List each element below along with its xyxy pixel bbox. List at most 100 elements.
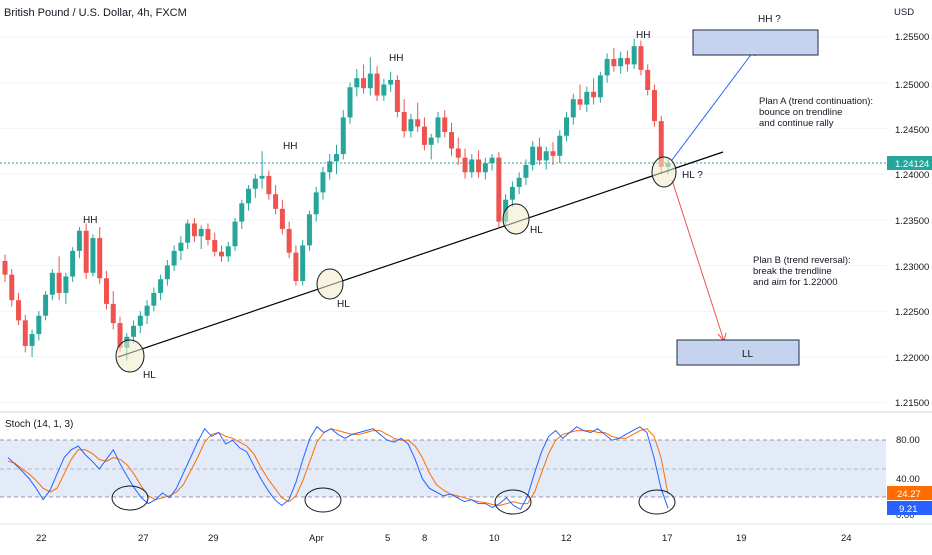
candle-down[interactable]	[449, 132, 455, 149]
candle-up[interactable]	[320, 172, 326, 193]
hh-target-box[interactable]	[692, 29, 819, 56]
candle-down[interactable]	[394, 79, 400, 112]
candle-up[interactable]	[340, 117, 346, 154]
candle-down[interactable]	[286, 228, 292, 253]
candle-up[interactable]	[144, 305, 150, 316]
candle-up[interactable]	[246, 188, 252, 204]
candle-down[interactable]	[462, 157, 468, 173]
candle-up[interactable]	[381, 84, 387, 96]
candle-down[interactable]	[212, 239, 218, 252]
candle-down[interactable]	[9, 274, 15, 301]
candle-down[interactable]	[591, 91, 597, 98]
candle-down[interactable]	[651, 90, 657, 122]
candle-down[interactable]	[442, 117, 448, 133]
candle-up[interactable]	[306, 214, 312, 246]
candle-up[interactable]	[604, 58, 610, 76]
candle-up[interactable]	[137, 315, 143, 326]
candle-up[interactable]	[347, 87, 353, 118]
candle-down[interactable]	[476, 159, 482, 173]
candle-up[interactable]	[564, 117, 570, 136]
price-axis[interactable]: USD 1.25500 1.25000 1.24500 1.24000 1.23…	[894, 7, 929, 409]
stoch-marker-2[interactable]	[304, 487, 342, 513]
candle-down[interactable]	[550, 151, 556, 156]
candle-down[interactable]	[577, 99, 583, 105]
candle-down[interactable]	[273, 194, 279, 209]
candle-up[interactable]	[584, 91, 590, 105]
candle-down[interactable]	[205, 228, 211, 240]
candle-up[interactable]	[469, 159, 475, 173]
candle-down[interactable]	[279, 208, 285, 229]
candle-up[interactable]	[570, 99, 576, 118]
candle-up[interactable]	[151, 292, 157, 306]
candles-layer[interactable]	[2, 38, 671, 361]
candle-up[interactable]	[530, 146, 536, 165]
candle-up[interactable]	[63, 276, 69, 293]
hl2-marker[interactable]	[316, 268, 344, 300]
candle-down[interactable]	[117, 323, 123, 348]
candle-up[interactable]	[36, 315, 42, 335]
candle-up[interactable]	[388, 79, 394, 85]
candle-up[interactable]	[259, 175, 265, 179]
candle-up[interactable]	[225, 246, 231, 257]
candle-up[interactable]	[428, 137, 434, 145]
candle-down[interactable]	[401, 111, 407, 132]
candle-down[interactable]	[191, 223, 197, 237]
candle-down[interactable]	[266, 175, 272, 195]
candle-down[interactable]	[361, 78, 367, 89]
candle-down[interactable]	[645, 69, 651, 91]
stoch-marker-1[interactable]	[111, 485, 149, 511]
candle-down[interactable]	[2, 260, 8, 275]
candle-up[interactable]	[408, 119, 414, 132]
candle-up[interactable]	[158, 279, 164, 293]
candle-up[interactable]	[597, 75, 603, 98]
candle-down[interactable]	[97, 238, 103, 279]
candle-up[interactable]	[313, 192, 319, 215]
candle-up[interactable]	[543, 151, 549, 161]
candle-down[interactable]	[455, 148, 461, 158]
stoch-marker-3[interactable]	[494, 489, 532, 515]
candle-up[interactable]	[354, 78, 360, 88]
candle-up[interactable]	[131, 325, 137, 337]
candle-down[interactable]	[638, 46, 644, 70]
candle-down[interactable]	[421, 126, 427, 145]
candle-down[interactable]	[103, 278, 109, 304]
plan-a-arrow[interactable]	[671, 47, 757, 161]
stoch-k-line[interactable]	[7, 426, 669, 510]
hl-future-marker[interactable]	[651, 156, 677, 188]
candle-down[interactable]	[110, 303, 116, 324]
candle-up[interactable]	[90, 238, 96, 273]
candle-up[interactable]	[367, 73, 373, 89]
candle-up[interactable]	[232, 221, 238, 247]
candle-up[interactable]	[482, 163, 488, 173]
candle-down[interactable]	[293, 252, 299, 282]
candle-down[interactable]	[496, 157, 502, 222]
candle-up[interactable]	[171, 250, 177, 266]
candle-down[interactable]	[83, 230, 89, 273]
candle-up[interactable]	[252, 178, 258, 189]
candle-down[interactable]	[624, 58, 630, 65]
candle-down[interactable]	[374, 73, 380, 96]
candle-down[interactable]	[16, 300, 22, 321]
candle-up[interactable]	[239, 203, 245, 222]
candle-up[interactable]	[523, 164, 529, 178]
candle-up[interactable]	[516, 177, 522, 187]
candle-down[interactable]	[611, 58, 617, 67]
candle-up[interactable]	[509, 186, 515, 200]
candle-down[interactable]	[536, 146, 542, 161]
candle-up[interactable]	[29, 334, 35, 346]
candle-down[interactable]	[56, 272, 62, 293]
candle-up[interactable]	[300, 245, 306, 282]
candle-up[interactable]	[327, 161, 333, 173]
candle-up[interactable]	[164, 265, 170, 280]
candle-up[interactable]	[43, 294, 49, 316]
candle-up[interactable]	[631, 46, 637, 65]
candle-up[interactable]	[618, 58, 624, 67]
candle-up[interactable]	[198, 228, 204, 237]
candle-up[interactable]	[489, 157, 495, 164]
candle-down[interactable]	[218, 251, 224, 257]
candle-up[interactable]	[435, 117, 441, 138]
candle-up[interactable]	[185, 223, 191, 243]
trendline[interactable]	[117, 151, 724, 358]
candle-down[interactable]	[415, 119, 421, 127]
